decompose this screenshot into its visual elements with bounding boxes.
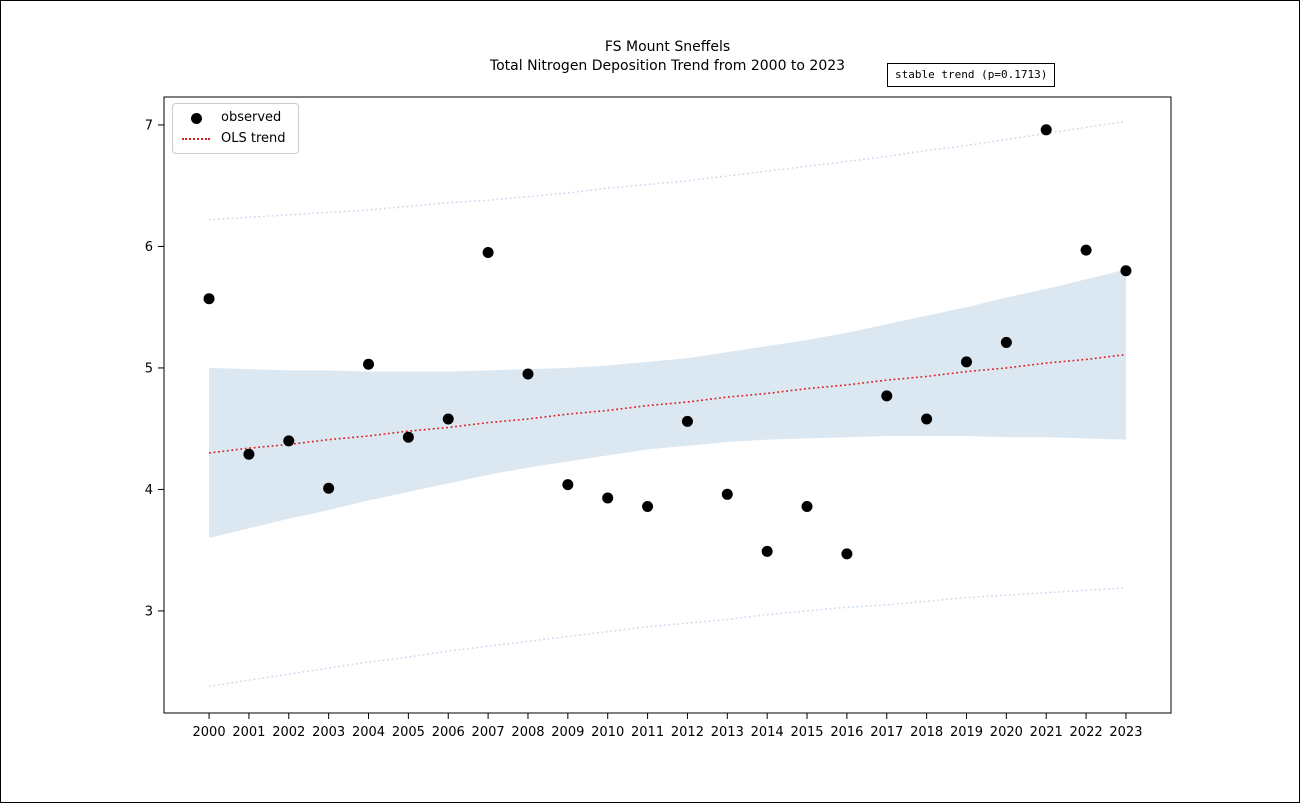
x-tick-label-2009: 2009 [551, 725, 584, 740]
ols-trend-marker-icon [182, 138, 210, 140]
observed-marker-icon [182, 112, 210, 124]
observed-point-2002 [283, 435, 295, 447]
x-tick-label-2007: 2007 [472, 725, 505, 740]
observed-point-2013 [721, 488, 733, 500]
legend-label-ols-trend: OLS trend [221, 131, 286, 146]
x-tick-label-2011: 2011 [631, 725, 664, 740]
observed-point-2008 [522, 368, 534, 380]
observed-point-2010 [602, 492, 614, 504]
observed-point-2016 [841, 548, 853, 560]
x-tick-label-2014: 2014 [751, 725, 784, 740]
chart-title-line1: FS Mount Sneffels [604, 39, 731, 55]
x-tick-label-2017: 2017 [870, 725, 903, 740]
observed-point-2009 [562, 479, 574, 491]
x-tick-label-2004: 2004 [352, 725, 385, 740]
observed-point-2014 [761, 545, 773, 557]
observed-point-2022 [1080, 244, 1092, 256]
observed-point-2005 [402, 431, 414, 443]
observed-point-2023 [1120, 265, 1132, 277]
prediction-interval-lower-line [208, 587, 1126, 688]
observed-point-2017 [881, 390, 893, 402]
observed-point-2019 [960, 356, 972, 368]
observed-point-2018 [921, 413, 933, 425]
x-tick-label-2021: 2021 [1030, 725, 1063, 740]
x-tick-label-2002: 2002 [272, 725, 305, 740]
chart-title-line2: Total Nitrogen Deposition Trend from 200… [489, 58, 846, 74]
chart-title: FS Mount Sneffels Total Nitrogen Deposit… [164, 38, 1171, 76]
x-tick-label-2020: 2020 [990, 725, 1023, 740]
legend-label-observed: observed [221, 110, 282, 125]
x-tick-label-2018: 2018 [910, 725, 943, 740]
x-tick-label-2023: 2023 [1109, 725, 1142, 740]
legend-item-observed: observed [182, 110, 286, 126]
x-tick-label-2013: 2013 [711, 725, 744, 740]
legend-item-ols-trend: OLS trend [182, 131, 286, 147]
axes-frame [163, 96, 1172, 714]
trend-annotation: stable trend (p=0.1713) [887, 63, 1056, 87]
y-tick-label-5: 5 [145, 361, 153, 376]
observed-point-2012 [681, 415, 693, 427]
x-tick-label-2005: 2005 [392, 725, 425, 740]
observed-point-2006 [442, 413, 454, 425]
x-tick-label-2000: 2000 [193, 725, 226, 740]
y-tick-label-7: 7 [145, 118, 153, 133]
x-tick-label-2006: 2006 [432, 725, 465, 740]
observed-point-2004 [363, 358, 375, 370]
observed-point-2007 [482, 247, 494, 259]
observed-point-2000 [203, 293, 215, 305]
x-tick-label-2016: 2016 [830, 725, 863, 740]
y-tick-label-3: 3 [145, 604, 153, 619]
x-tick-label-2019: 2019 [950, 725, 983, 740]
x-tick-label-2010: 2010 [591, 725, 624, 740]
x-tick-label-2003: 2003 [312, 725, 345, 740]
y-tick-label-6: 6 [145, 240, 153, 255]
prediction-interval-upper-line [209, 120, 1127, 221]
observed-point-2011 [642, 500, 654, 512]
confidence-band [209, 269, 1126, 539]
chart-legend: observed OLS trend [172, 103, 299, 154]
observed-point-2021 [1040, 124, 1052, 136]
ols-trend-line [208, 353, 1127, 454]
x-tick-label-2022: 2022 [1070, 725, 1103, 740]
y-tick-label-4: 4 [145, 483, 153, 498]
x-tick-label-2001: 2001 [232, 725, 265, 740]
observed-point-2020 [1000, 336, 1012, 348]
x-tick-label-2012: 2012 [671, 725, 704, 740]
x-tick-label-2008: 2008 [511, 725, 544, 740]
observed-point-2001 [243, 448, 255, 460]
observed-point-2015 [801, 500, 813, 512]
x-tick-label-2015: 2015 [790, 725, 823, 740]
observed-point-2003 [323, 482, 335, 494]
